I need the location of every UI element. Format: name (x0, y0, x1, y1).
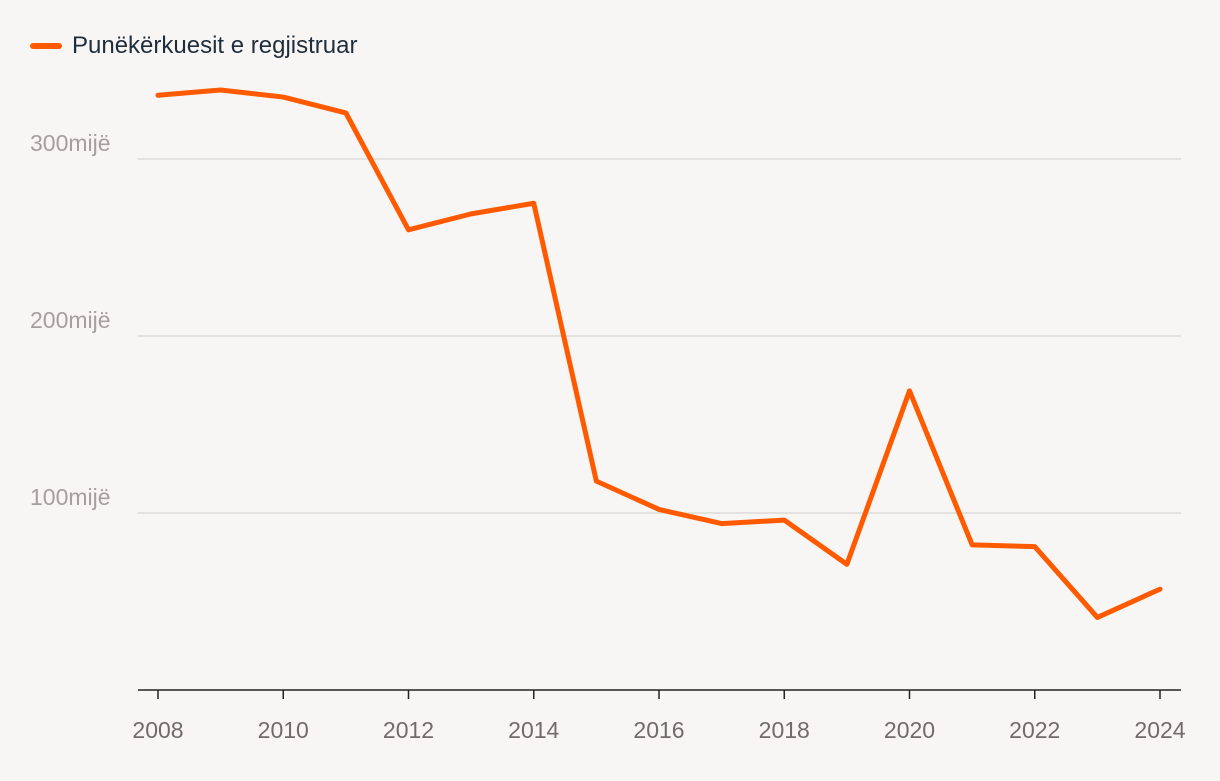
x-tick-label: 2018 (759, 717, 810, 743)
x-axis: 2008 2010 2012 2014 2016 2018 2020 2022 2024 (132, 689, 1186, 743)
y-tick-label: 300mijë (30, 130, 111, 156)
y-tick-label: 100mijë (30, 484, 111, 510)
x-tick-label: 2016 (633, 717, 684, 743)
x-tick-label: 2010 (258, 717, 309, 743)
legend-swatch (30, 43, 62, 49)
series-line (155, 87, 1163, 620)
x-tick-label: 2014 (508, 717, 559, 743)
x-tick-label: 2020 (884, 717, 935, 743)
series-layer (155, 87, 1163, 620)
x-tick-label: 2022 (1009, 717, 1060, 743)
legend-label: Punëkërkuesit e regjistruar (72, 32, 358, 59)
x-tick-label: 2024 (1134, 717, 1185, 743)
gridlines (138, 158, 1181, 514)
y-tick-label: 200mijë (30, 307, 111, 333)
x-tick-label: 2008 (132, 717, 183, 743)
x-tick-label: 2012 (383, 717, 434, 743)
legend: Punëkërkuesit e regjistruar (30, 32, 357, 60)
y-axis-labels: 100mijë 200mijë 300mijë (30, 130, 111, 510)
